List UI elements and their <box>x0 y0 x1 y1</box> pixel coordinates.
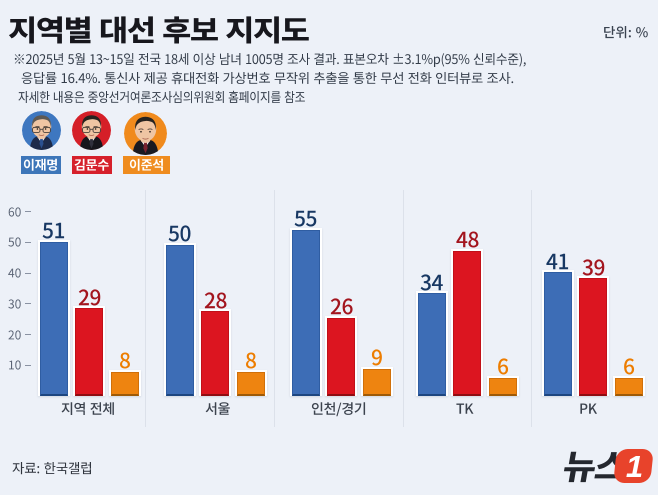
svg-text:1: 1 <box>626 449 643 484</box>
